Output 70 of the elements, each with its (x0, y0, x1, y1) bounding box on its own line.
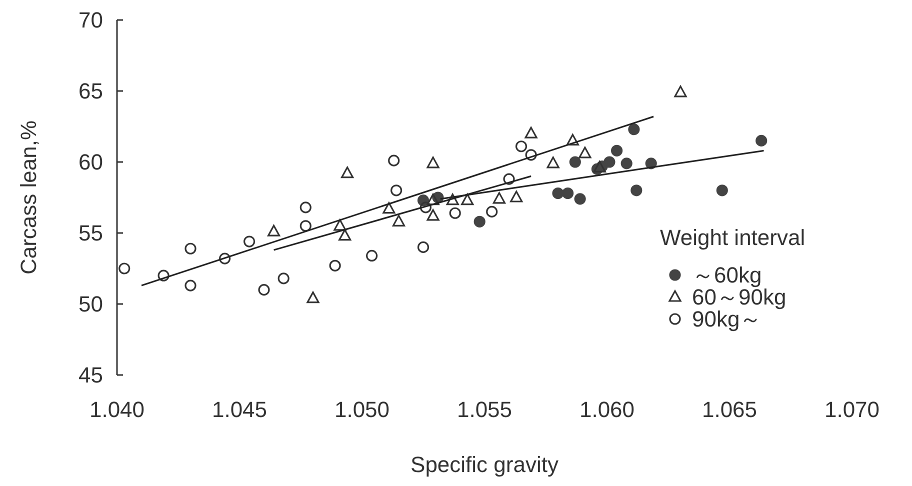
point (341, 166, 354, 178)
point (118, 262, 130, 274)
legend-label: ～60kg (692, 262, 762, 288)
point (510, 190, 523, 202)
point (300, 220, 312, 232)
point (426, 209, 440, 221)
point (184, 242, 196, 254)
point (674, 86, 687, 98)
point (593, 160, 606, 172)
point (492, 192, 506, 204)
point (446, 194, 459, 206)
point (306, 292, 320, 304)
point (524, 126, 538, 138)
x-tick-label: 1.060 (579, 397, 635, 422)
x-tick-label: 1.065 (702, 397, 758, 422)
point (420, 202, 432, 214)
y-tick-label: 55 (78, 220, 103, 246)
y-tick-label: 45 (78, 362, 103, 388)
point (562, 187, 574, 200)
point (417, 241, 430, 253)
point (461, 194, 474, 206)
x-tick-label: 1.045 (212, 397, 268, 422)
y-tick-label: 65 (78, 78, 103, 104)
y-axis-title: Carcass lean,% (16, 120, 41, 275)
point (278, 272, 290, 284)
point (569, 156, 581, 168)
point (184, 280, 196, 292)
point (620, 158, 632, 170)
point (449, 207, 461, 219)
point (566, 134, 579, 146)
point (158, 270, 170, 282)
point (366, 250, 378, 262)
point (392, 214, 406, 226)
point (338, 229, 352, 241)
y-tick-label: 60 (78, 150, 103, 175)
point (244, 236, 256, 248)
x-tick-label: 1.050 (334, 397, 390, 422)
point (426, 156, 440, 168)
point (219, 252, 231, 264)
x-tick-label: 1.040 (89, 397, 145, 422)
point (503, 173, 515, 185)
point (329, 260, 341, 272)
point (611, 144, 623, 156)
point (578, 146, 592, 158)
point (334, 219, 346, 231)
point (546, 156, 560, 168)
point (426, 194, 440, 206)
point (552, 187, 564, 200)
point (486, 206, 498, 218)
point (268, 224, 280, 236)
point (515, 140, 528, 152)
legend-label: 90kg～ (692, 306, 762, 332)
point (388, 154, 400, 166)
point (628, 124, 640, 136)
point (630, 184, 642, 196)
x-axis-title: Specific gravity (410, 452, 558, 477)
point (474, 216, 486, 228)
point (258, 284, 270, 296)
x-tick-label: 1.070 (824, 397, 880, 422)
y-tick-label: 70 (78, 8, 103, 33)
y-tick-label: 50 (78, 292, 103, 317)
point (525, 149, 537, 161)
point (756, 134, 768, 146)
point (574, 193, 586, 205)
point (382, 202, 396, 214)
point (390, 184, 402, 196)
point (716, 184, 728, 196)
legend-title: Weight interval (660, 225, 806, 250)
point (300, 202, 312, 214)
x-tick-label: 1.055 (456, 397, 512, 422)
